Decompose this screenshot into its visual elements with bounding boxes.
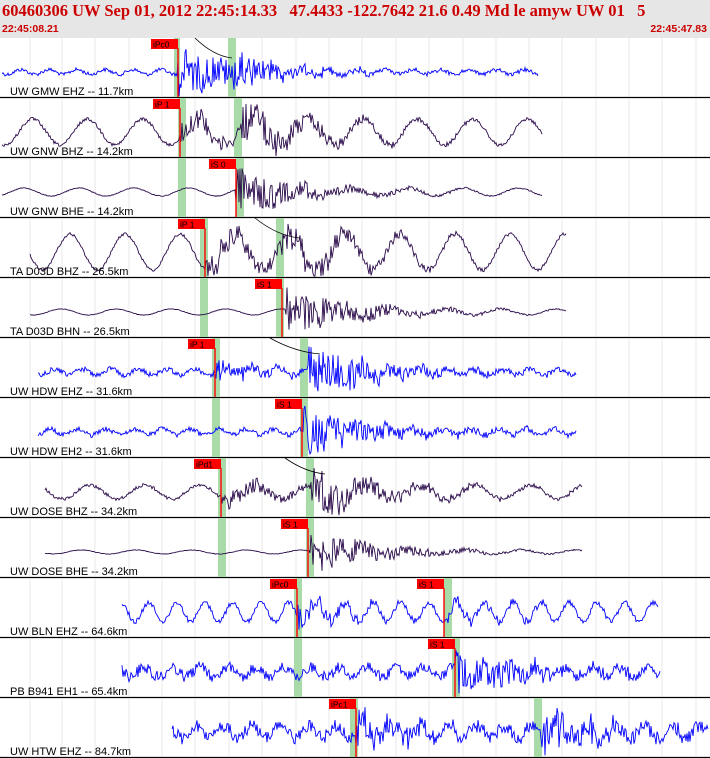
station-label: UW GMW EHZ -- 11.7km [10,86,133,98]
station-label: UW GNW BHE -- 14.2km [10,206,133,218]
event-header: 60460306 UW Sep 01, 2012 22:45:14.33 47.… [0,0,710,38]
pick-window [218,458,226,517]
pick-window [534,698,542,757]
arrival-curve [284,457,326,475]
phase-pick-flag[interactable] [153,99,180,109]
pick-window [178,158,186,217]
pick-window [452,638,460,697]
phase-pick-flag[interactable] [178,219,205,229]
phase-pick-label: iPc0 [153,40,170,50]
station-label: UW GNW BHZ -- 14.2km [10,146,133,158]
phase-pick-label: iS 1 [277,400,292,410]
phase-pick-flag[interactable] [281,519,308,529]
station-label: UW DOSE BHZ -- 34.2km [10,506,137,518]
station-label: TA D03D BHZ -- 26.5km [10,266,128,278]
waveform-trace[interactable] [29,223,567,277]
pick-window [276,218,284,277]
waveform-trace[interactable] [171,707,709,756]
pick-window [218,518,226,577]
phase-pick-flag[interactable] [275,399,302,409]
waveform-trace[interactable] [45,534,583,571]
phase-pick-flag[interactable] [209,159,236,169]
waveform-panel[interactable]: iPc0 UW GMW EHZ -- 11.7km iP 1 UW GNW BHZ -… [0,38,710,758]
pick-window [300,398,308,457]
station-label: UW HDW EH2 -- 31.6km [10,446,132,458]
end-time: 22:45:47.83 [650,23,707,35]
phase-pick-label: iP 1 [190,340,205,350]
phase-pick-flag[interactable] [417,579,444,589]
phase-pick-label: iS 1 [283,520,298,530]
station-label: UW DOSE BHE -- 34.2km [10,566,138,578]
station-label: UW BLN EHZ -- 64.6km [10,626,127,638]
waveform-trace[interactable] [1,168,543,209]
phase-pick-flag[interactable] [188,339,215,349]
pick-window [276,278,284,337]
start-time: 22:45:08.21 [2,23,59,35]
phase-pick-label: iS 0 [211,160,226,170]
waveform-trace[interactable] [1,103,543,157]
phase-pick-label: iS 1 [430,640,445,650]
phase-pick-label: iP 1 [155,100,170,110]
event-title: 60460306 UW Sep 01, 2012 22:45:14.33 47.… [2,1,646,20]
pick-window [444,578,452,637]
waveform-trace[interactable] [121,595,659,630]
pick-window [200,278,208,337]
pick-window [300,338,308,397]
phase-pick-label: iPd1 [196,460,213,470]
phase-pick-flag[interactable] [270,579,297,589]
station-label: PB B941 EH1 -- 65.4km [10,686,127,698]
phase-pick-flag[interactable] [329,699,356,709]
phase-pick-label: iS 1 [419,580,434,590]
arrival-curve [194,38,233,59]
waveform-trace[interactable] [1,49,539,97]
waveform-trace[interactable] [44,468,583,516]
waveform-trace[interactable] [29,287,567,330]
pick-window [294,638,302,697]
phase-pick-label: iPc0 [272,580,289,590]
waveform-trace[interactable] [121,650,661,694]
waveform-trace[interactable] [38,346,577,392]
station-label: UW HTW EHZ -- 84.7km [10,746,131,758]
phase-pick-flag[interactable] [255,279,282,289]
phase-pick-label: iPc1 [331,700,348,710]
phase-pick-flag[interactable] [151,39,178,49]
pick-window [212,338,220,397]
station-label: TA D03D BHN -- 26.5km [10,326,130,338]
phase-pick-flag[interactable] [194,459,221,469]
phase-pick-label: iP 1 [180,220,195,230]
pick-window [350,698,358,757]
station-label: UW HDW EHZ -- 31.6km [10,386,132,398]
pick-window [174,38,180,97]
arrival-curve [269,337,321,355]
pick-window [200,218,208,277]
phase-pick-flag[interactable] [428,639,455,649]
waveform-trace[interactable] [37,405,577,456]
phase-pick-label: iS 1 [257,280,272,290]
arrival-curve [254,217,301,239]
pick-window [236,158,244,217]
